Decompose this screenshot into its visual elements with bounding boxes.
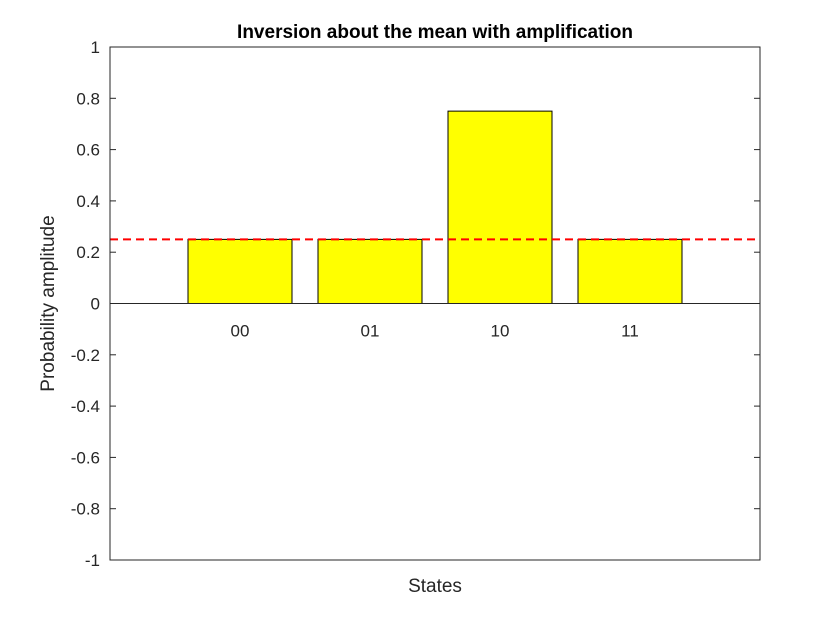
x-tick-label: 01 (361, 322, 380, 341)
y-tick-label: -1 (85, 551, 100, 570)
bar-11 (577, 238, 683, 304)
bar-00 (187, 238, 293, 304)
x-tick-label: 11 (621, 322, 639, 341)
chart-title: Inversion about the mean with amplificat… (237, 22, 633, 43)
bar-01 (317, 238, 423, 304)
y-tick-label: 0.4 (76, 192, 100, 211)
y-tick-label: 1 (91, 38, 100, 57)
y-tick-label: 0.2 (76, 243, 100, 262)
y-tick-label: -0.8 (71, 500, 100, 519)
y-tick-label: 0.6 (76, 141, 100, 160)
y-axis-label: Probability amplitude (38, 215, 59, 391)
bar-10 (447, 110, 553, 304)
x-axis-label: States (408, 576, 462, 597)
y-tick-label: 0.8 (76, 89, 100, 108)
x-tick-label: 00 (231, 322, 250, 341)
x-tick-label: 10 (491, 322, 510, 341)
y-tick-label: -0.4 (71, 397, 100, 416)
y-tick-label: -0.2 (71, 346, 100, 365)
y-tick-label: 0 (91, 295, 100, 314)
y-tick-label: -0.6 (71, 448, 100, 467)
